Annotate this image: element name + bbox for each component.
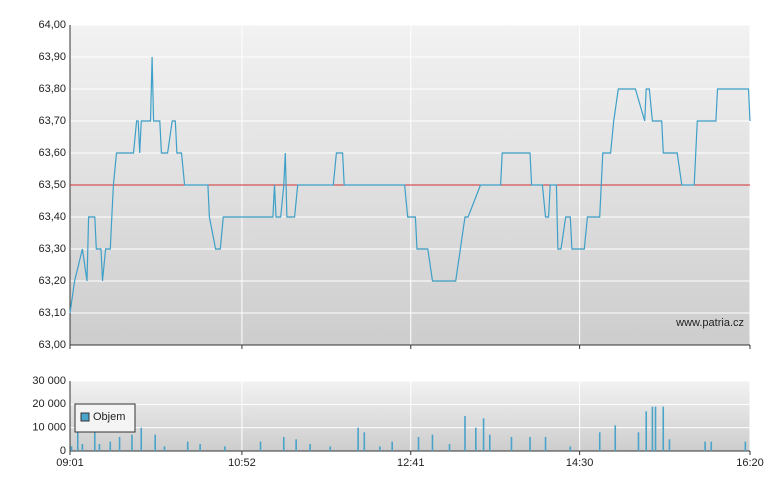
volume-bar: [529, 437, 531, 451]
volume-bar: [76, 432, 79, 451]
volume-bar: [710, 441, 713, 451]
y-tick-label: 30 000: [32, 375, 66, 387]
y-tick-label: 63,20: [38, 275, 66, 287]
volume-bar: [645, 411, 648, 451]
volume-bar: [81, 444, 84, 451]
volume-bar: [488, 434, 491, 451]
volume-bar: [154, 434, 156, 451]
y-tick-label: 20 000: [32, 398, 66, 410]
volume-bar: [544, 437, 547, 451]
volume-bar: [98, 444, 101, 451]
y-tick-label: 63,10: [38, 307, 66, 319]
volume-bar: [475, 427, 477, 451]
x-tick-label: 09:01: [56, 457, 84, 469]
volume-bar: [93, 420, 96, 451]
volume-bar: [637, 432, 640, 451]
volume-bar: [744, 441, 747, 451]
volume-bar: [140, 427, 143, 451]
y-tick-label: 63,00: [38, 339, 66, 351]
y-tick-label: 63,30: [38, 243, 66, 255]
legend-swatch: [80, 412, 90, 422]
volume-bar: [464, 416, 466, 451]
price-line: [69, 56, 751, 314]
volume-bar: [295, 439, 297, 451]
volume-bar: [391, 441, 393, 451]
volume-bar: [378, 446, 381, 451]
x-tick-label: 10:52: [228, 457, 256, 469]
volume-bar: [163, 446, 166, 451]
volume-bar: [224, 446, 226, 451]
volume-bar: [569, 446, 572, 451]
x-tick-label: 16:20: [736, 457, 764, 469]
volume-bar: [363, 432, 366, 451]
volume-bar: [482, 418, 485, 451]
legend-label: Objem: [93, 411, 125, 423]
volume-bar: [199, 444, 201, 451]
volume-bar: [282, 437, 285, 451]
volume-bar: [598, 432, 601, 451]
y-tick-label: 63,50: [38, 179, 66, 191]
x-tick-label: 14:30: [566, 457, 594, 469]
volume-bar: [704, 441, 706, 451]
volume-bar: [662, 406, 665, 451]
y-tick-label: 64,00: [38, 19, 66, 31]
volume-bar: [654, 406, 657, 451]
y-tick-label: 63,80: [38, 83, 66, 95]
volume-bar: [259, 441, 262, 451]
y-tick-label: 63,70: [38, 115, 66, 127]
volume-bar: [417, 437, 420, 451]
plot-background: [70, 381, 750, 451]
y-tick-label: 63,60: [38, 147, 66, 159]
y-tick-label: 10 000: [32, 422, 66, 434]
volume-bar: [131, 434, 133, 451]
y-tick-label: 63,90: [38, 51, 66, 63]
volume-bar: [109, 441, 112, 451]
volume-bar: [186, 441, 189, 451]
volume-bar: [668, 439, 671, 451]
volume-bar: [614, 425, 617, 451]
volume-bar: [431, 434, 434, 451]
volume-bar: [651, 406, 654, 451]
watermark: www.patria.cz: [675, 317, 744, 329]
y-tick-label: 0: [60, 445, 66, 457]
volume-bar: [329, 446, 332, 451]
volume-bar: [309, 444, 311, 451]
volume-bar: [70, 446, 73, 451]
volume-bar: [448, 444, 451, 451]
x-tick-label: 12:41: [397, 457, 425, 469]
y-tick-label: 63,40: [38, 211, 66, 223]
volume-bar: [118, 437, 121, 451]
volume-bar: [357, 427, 359, 451]
volume-bar: [510, 437, 513, 451]
